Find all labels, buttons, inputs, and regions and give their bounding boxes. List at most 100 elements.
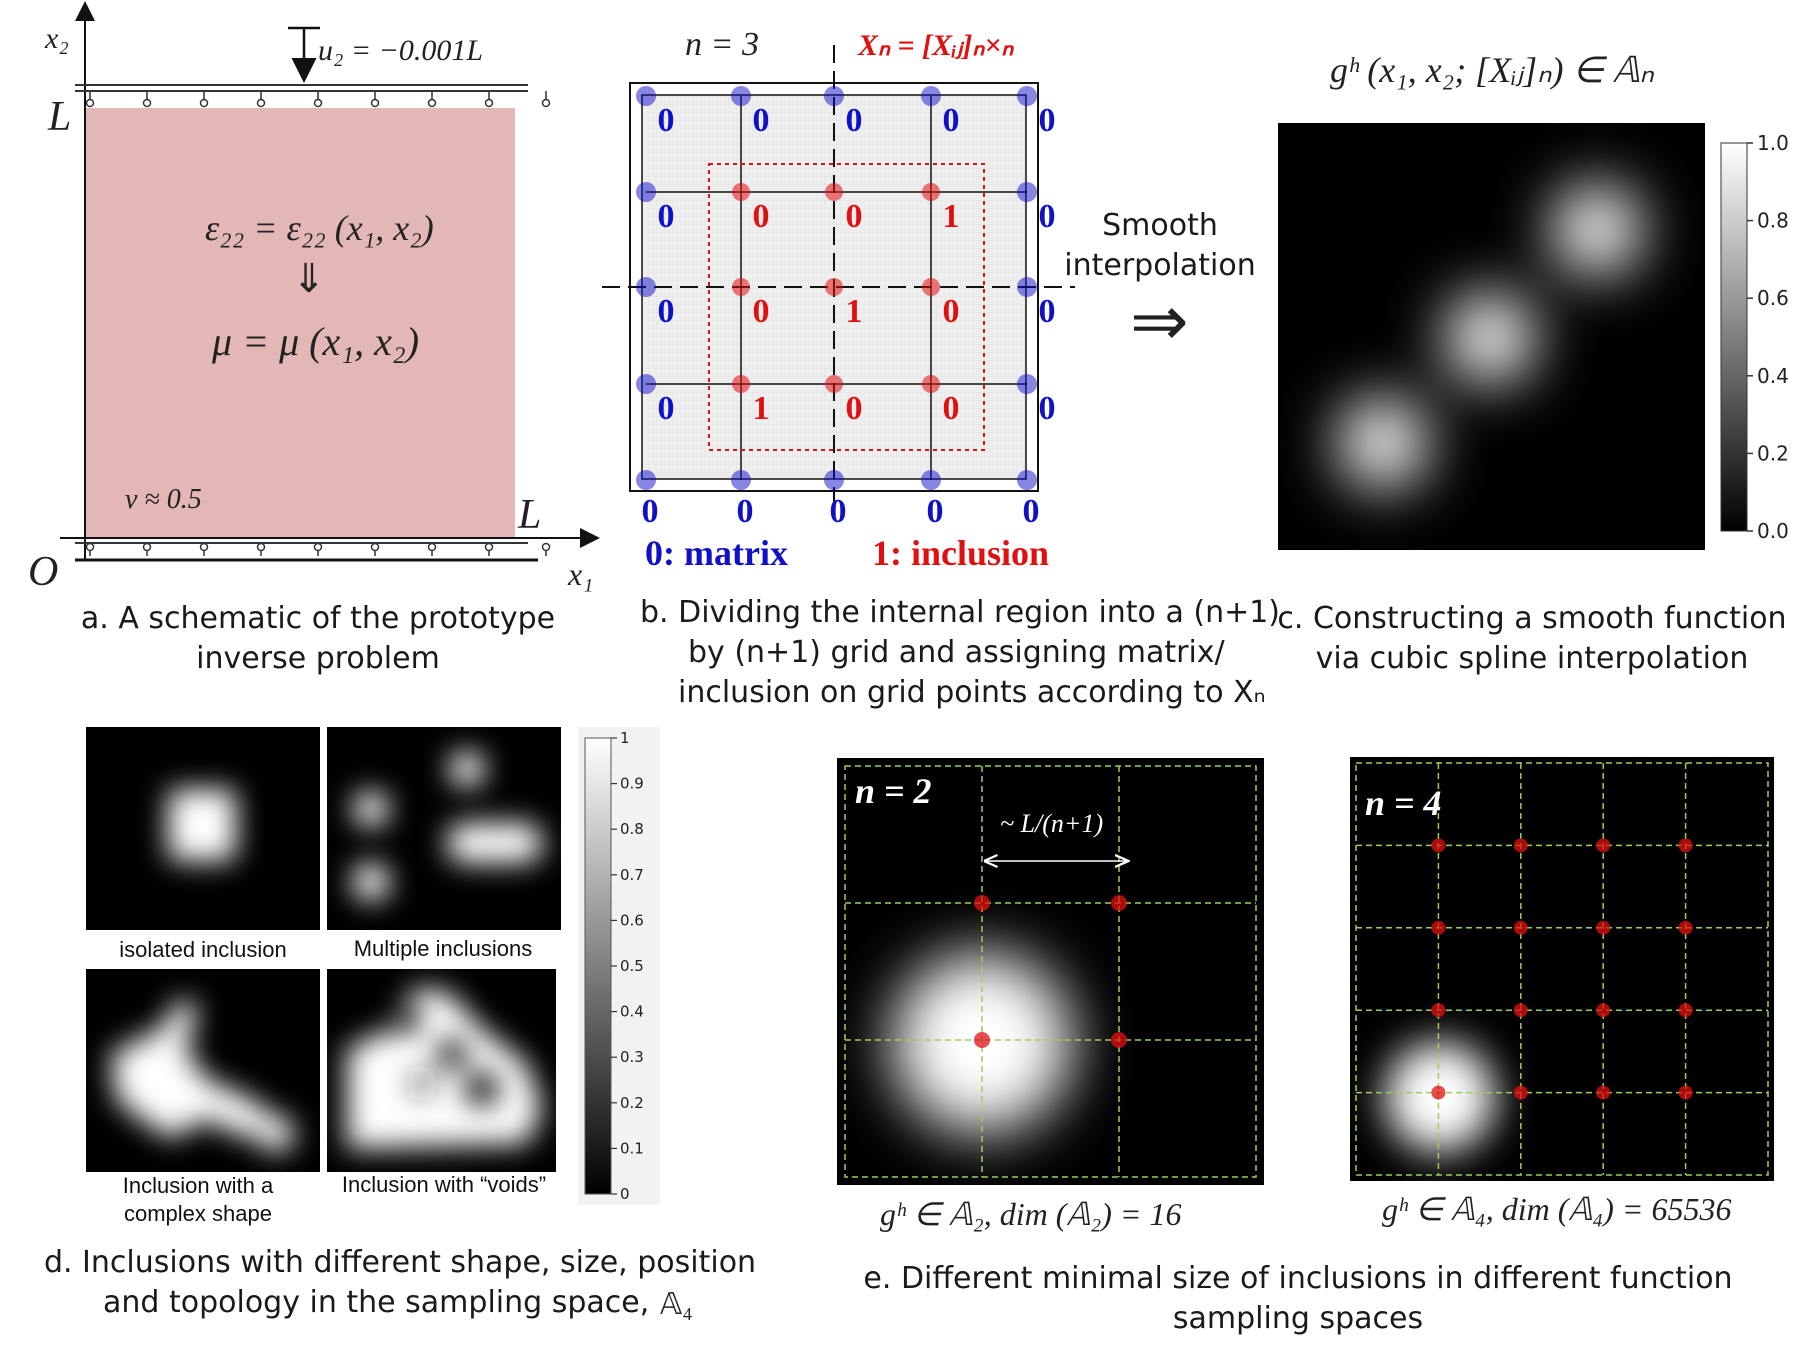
grid-value: 0 bbox=[658, 102, 675, 139]
n4-label: n = 4 bbox=[1365, 783, 1442, 823]
heatmap-e-n2 bbox=[837, 758, 1264, 1185]
grid-point bbox=[1513, 1003, 1528, 1018]
roller bbox=[199, 542, 209, 552]
label-multiple: Multiple inclusions bbox=[354, 936, 533, 961]
grid-value: 0 bbox=[846, 390, 863, 427]
grid-point bbox=[731, 470, 751, 490]
colorbar-tick-label: 0.8 bbox=[1757, 209, 1789, 233]
caption-b-line1: b. Dividing the internal region into a (… bbox=[640, 595, 1280, 630]
colorbar-tick-label: 0.5 bbox=[620, 957, 644, 975]
arrow-label-line2: interpolation bbox=[1064, 248, 1255, 283]
grid-point bbox=[825, 375, 843, 393]
caption-a-line1: a. A schematic of the prototype bbox=[81, 601, 555, 636]
grid-point bbox=[1431, 838, 1446, 853]
arrow-label-line1: Smooth bbox=[1102, 208, 1218, 243]
grid-value: 0 bbox=[830, 493, 847, 530]
formula-n4: gʰ ∈ 𝔸₄, dim (𝔸₄) = 65536 bbox=[1382, 1191, 1732, 1227]
domain-region bbox=[85, 108, 515, 538]
colorbar-tick-label: 0.8 bbox=[620, 820, 644, 838]
origin-label: O bbox=[28, 549, 58, 595]
grid-point bbox=[825, 278, 843, 296]
panel-c: gʰ (x₁, x₂; [Xᵢⱼ]ₙ) ∈ 𝔸ₙ 1.0 0.8 0.6 0.4 0.2… bbox=[1277, 50, 1788, 676]
grid-point bbox=[1678, 838, 1693, 853]
caption-a-line2: inverse problem bbox=[196, 641, 440, 676]
colorbar-c bbox=[1720, 142, 1748, 532]
grid-value: 0 bbox=[1039, 293, 1056, 330]
implies-arrow: ⇓ bbox=[292, 256, 326, 301]
grid-point bbox=[1017, 470, 1037, 490]
grid-point bbox=[732, 375, 750, 393]
colorbar-tick-label: 0.6 bbox=[620, 911, 644, 929]
grid-value: 0 bbox=[737, 493, 754, 530]
grid-value: 0 bbox=[846, 102, 863, 139]
grid-point bbox=[731, 86, 751, 106]
function-title: gʰ (x₁, x₂; [Xᵢⱼ]ₙ) ∈ 𝔸ₙ bbox=[1330, 50, 1655, 90]
colorbar-tick-label: 1 bbox=[620, 729, 630, 747]
grid-point bbox=[1017, 374, 1037, 394]
roller bbox=[85, 542, 95, 552]
caption-c-line2: via cubic spline interpolation bbox=[1316, 641, 1749, 676]
caption-b-line2: by (n+1) grid and assigning matrix/ bbox=[688, 635, 1226, 670]
grid-value: 1 bbox=[846, 293, 863, 330]
grid-value: 0 bbox=[943, 390, 960, 427]
colorbar-tick-label: 0 bbox=[620, 1185, 630, 1203]
caption-d-space: 𝔸₄ bbox=[660, 1288, 693, 1321]
caption-d-line1: d. Inclusions with different shape, size… bbox=[44, 1245, 756, 1280]
grid-point bbox=[1678, 1003, 1693, 1018]
grid-value: 0 bbox=[753, 293, 770, 330]
roller bbox=[484, 98, 494, 108]
grid-point bbox=[732, 183, 750, 201]
colorbar-tick-label: 0.7 bbox=[620, 866, 644, 884]
roller bbox=[256, 542, 266, 552]
grid-point bbox=[636, 470, 656, 490]
grid-values: 0 0 0 0 0 0 0 0 1 0 0 0 1 0 0 0 1 0 0 0 0 0 0 0 0 bbox=[642, 102, 1056, 530]
roller bbox=[427, 98, 437, 108]
grid-point bbox=[824, 86, 844, 106]
colorbar-tick-label: 0.3 bbox=[620, 1048, 644, 1066]
colorbar-tick-label: 0.4 bbox=[620, 1003, 644, 1021]
roller bbox=[370, 542, 380, 552]
grid-value: 0 bbox=[753, 198, 770, 235]
grid-value: 0 bbox=[642, 493, 659, 530]
grid-value: 0 bbox=[658, 390, 675, 427]
grid-point bbox=[1596, 1003, 1611, 1018]
label-complex-line2: complex shape bbox=[124, 1201, 272, 1226]
roller bbox=[313, 542, 323, 552]
grid-point bbox=[825, 183, 843, 201]
colorbar-tick-label: 0.4 bbox=[1757, 364, 1789, 388]
caption-c-line1: c. Constructing a smooth function bbox=[1277, 601, 1786, 636]
grid-point bbox=[1596, 920, 1611, 935]
grid-point bbox=[1513, 1085, 1528, 1100]
double-arrow-icon: ⇒ bbox=[1130, 284, 1189, 361]
roller bbox=[142, 542, 152, 552]
panel-b: n = 3 Xₙ = [Xᵢⱼ]ₙ×ₙ 0 0 0 0 00 0 0 1 00 0 1 0 00 1 0 0 0… bbox=[602, 26, 1280, 710]
grid-point bbox=[1017, 182, 1037, 202]
colorbar-tick-label: 0.6 bbox=[1757, 286, 1789, 310]
grid-point bbox=[1431, 1085, 1446, 1100]
caption-e-line2: sampling spaces bbox=[1173, 1301, 1423, 1336]
grid-point bbox=[636, 277, 656, 297]
roller bbox=[370, 98, 380, 108]
roller bbox=[85, 98, 95, 108]
label-voids: Inclusion with “voids” bbox=[342, 1172, 546, 1197]
interpolation-arrow: Smooth interpolation ⇒ bbox=[1064, 208, 1255, 361]
colorbar-tick-label: 0.2 bbox=[1757, 441, 1789, 465]
grid-point bbox=[1111, 1032, 1127, 1048]
grid-point bbox=[1513, 838, 1528, 853]
axis-x1-label: x₁ bbox=[567, 556, 593, 592]
grid-value: 0 bbox=[943, 293, 960, 330]
legend-matrix: 0: matrix bbox=[645, 533, 788, 573]
load-label: u₂ = −0.001L bbox=[318, 34, 483, 67]
roller bbox=[541, 98, 551, 108]
panel-e: n = 2 ~ L/(n+1) gʰ ∈ 𝔸₂, dim (𝔸₂) = 16 n… bbox=[837, 757, 1774, 1336]
n2-label: n = 2 bbox=[855, 771, 932, 811]
grid-value: 0 bbox=[753, 102, 770, 139]
Xn-definition: Xₙ = [Xᵢⱼ]ₙ×ₙ bbox=[857, 29, 1014, 62]
formula-n2: gʰ ∈ 𝔸₂, dim (𝔸₂) = 16 bbox=[880, 1196, 1182, 1232]
poisson-label: ν ≈ 0.5 bbox=[125, 484, 202, 515]
roller bbox=[313, 98, 323, 108]
grid-point bbox=[974, 1032, 990, 1048]
grid-point bbox=[922, 278, 940, 296]
grid-value: 1 bbox=[753, 390, 770, 427]
roller bbox=[541, 542, 551, 552]
